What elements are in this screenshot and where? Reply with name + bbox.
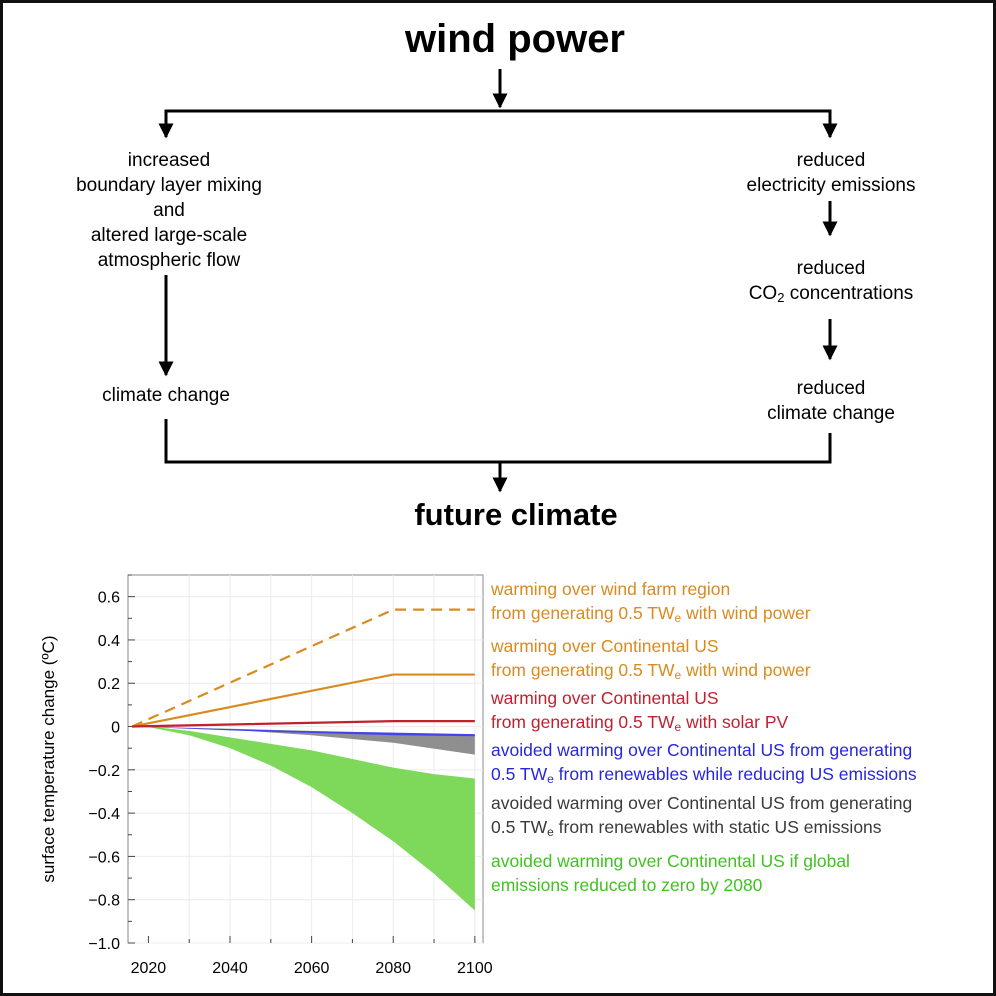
annotation-line: from generating 0.5 TWe with solar PV bbox=[491, 712, 789, 734]
x-tick-label: 2040 bbox=[212, 960, 248, 977]
reduced-climate-line: reduced bbox=[796, 378, 866, 399]
series-line bbox=[131, 608, 475, 728]
node-mechanism: increased boundary layer mixing and alte… bbox=[76, 148, 262, 273]
annotation: avoided warming over Continental US from… bbox=[491, 738, 917, 791]
y-tick-label: 0.6 bbox=[98, 590, 120, 607]
y-tick-label: 0.4 bbox=[98, 633, 120, 650]
mechanism-line: increased bbox=[127, 150, 211, 171]
flow-connectors bbox=[158, 69, 838, 493]
diagram-bottom-title: future climate bbox=[414, 497, 618, 532]
annotation-line: 0.5 TWe from renewables with static US e… bbox=[491, 817, 882, 839]
co2-line-top: reduced bbox=[796, 258, 866, 279]
annotation-line: emissions reduced to zero by 2080 bbox=[491, 875, 763, 895]
annotation: avoided warming over Continental US from… bbox=[491, 791, 912, 844]
annotation-line: warming over wind farm region bbox=[491, 579, 731, 599]
node-climate-change: climate change bbox=[102, 385, 230, 406]
mechanism-line: boundary layer mixing bbox=[76, 175, 262, 196]
emissions-line: electricity emissions bbox=[746, 175, 916, 196]
annotation-line: warming over Continental US bbox=[491, 688, 719, 708]
emissions-line: reduced bbox=[796, 150, 866, 171]
annotation-line: 0.5 TWe from renewables while reducing U… bbox=[491, 764, 917, 786]
co2-line-bottom: CO2 concentrations bbox=[748, 283, 914, 305]
annotation: warming over wind farm region from genera… bbox=[491, 577, 811, 630]
diagram-title: wind power bbox=[405, 17, 625, 61]
reduced-climate-line: climate change bbox=[767, 403, 895, 424]
y-axis-label: surface temperature change (ºC) bbox=[39, 635, 58, 882]
annotation-line: avoided warming over Continental US from… bbox=[491, 793, 913, 813]
y-tick-label: 0 bbox=[111, 720, 120, 737]
y-tick-label: −0.2 bbox=[88, 763, 120, 780]
annotation-line: avoided warming over Continental US if g… bbox=[491, 851, 850, 871]
x-tick-label: 2100 bbox=[457, 960, 493, 977]
series-line bbox=[131, 673, 475, 728]
bottom-join-line bbox=[164, 419, 832, 464]
annotation-line: from generating 0.5 TWe with wind power bbox=[491, 603, 811, 625]
uncertainty-band bbox=[132, 726, 475, 737]
x-tick-label: 2080 bbox=[375, 960, 411, 977]
y-tick-label: −0.8 bbox=[88, 893, 120, 910]
x-tick-label: 2060 bbox=[294, 960, 330, 977]
node-reduced-co2: reduced CO2 concentrations bbox=[749, 256, 914, 310]
node-reduced-climate-change: reduced climate change bbox=[767, 376, 895, 426]
y-tick-label: −0.6 bbox=[88, 849, 120, 866]
annotation: warming over Continental US from generati… bbox=[491, 686, 788, 739]
uncertainty-band bbox=[132, 726, 475, 911]
series-line bbox=[132, 720, 475, 728]
node-reduced-emissions: reduced electricity emissions bbox=[747, 148, 916, 198]
y-tick-label: −1.0 bbox=[88, 936, 120, 953]
y-tick-label: −0.4 bbox=[88, 806, 120, 823]
mechanism-line: altered large-scale bbox=[90, 225, 248, 246]
mechanism-line: and bbox=[153, 200, 185, 221]
x-tick-label: 2020 bbox=[131, 960, 167, 977]
annotation-line: warming over Continental US bbox=[491, 636, 719, 656]
temperature-chart: 0.6 0.4 0.2 0 −0.2 −0.4 −0.6 −0.8 −1.0 2020 2040 20… bbox=[39, 574, 493, 977]
mechanism-line: atmospheric flow bbox=[97, 250, 241, 271]
annotation-line: avoided warming over Continental US from… bbox=[491, 740, 913, 760]
annotation-line: from generating 0.5 TWe with wind power bbox=[491, 660, 811, 682]
annotation: warming over Continental US from generati… bbox=[491, 634, 811, 687]
annotation: avoided warming over Continental US if g… bbox=[491, 849, 850, 897]
y-tick-label: 0.2 bbox=[98, 676, 120, 693]
